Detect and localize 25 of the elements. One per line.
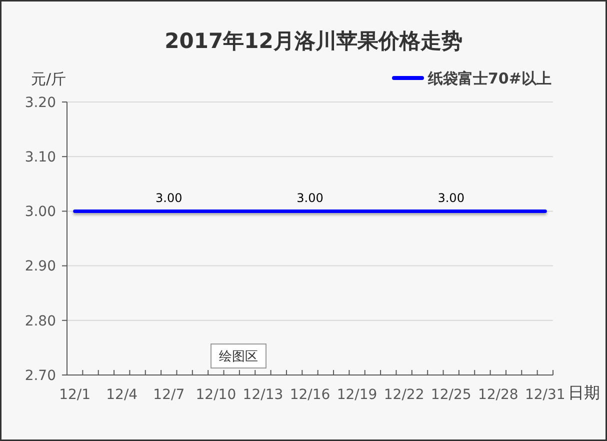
annotation: 绘图区 bbox=[219, 350, 258, 365]
x-tick-label: 12/4 bbox=[106, 387, 138, 403]
x-tick-label: 12/31 bbox=[524, 387, 566, 403]
y-tick-label: 2.90 bbox=[24, 258, 56, 275]
y-axis-title: 元/斤 bbox=[31, 70, 66, 88]
y-tick-label: 2.70 bbox=[24, 368, 56, 384]
y-tick-label: 3.00 bbox=[24, 204, 56, 220]
chart-title: 2017年12月洛川苹果价格走势 bbox=[164, 29, 462, 53]
x-tick-label: 12/1 bbox=[59, 387, 91, 403]
x-tick-label: 12/19 bbox=[336, 387, 378, 403]
data-label: 3.00 bbox=[296, 191, 324, 206]
y-tick-label: 3.20 bbox=[24, 94, 56, 111]
legend-label: 纸袋富士70#以上 bbox=[427, 69, 552, 88]
x-tick-label: 12/16 bbox=[290, 387, 330, 403]
data-label: 3.00 bbox=[156, 191, 182, 206]
x-tick-label: 12/13 bbox=[242, 387, 284, 403]
x-axis-title: 日期 bbox=[568, 383, 600, 402]
data-label: 3.00 bbox=[438, 191, 464, 206]
x-tick-label: 12/22 bbox=[384, 387, 424, 403]
y-tick-label: 2.80 bbox=[24, 313, 56, 330]
x-tick-label: 12/7 bbox=[153, 387, 185, 403]
y-tick-label: 3.10 bbox=[24, 150, 56, 166]
x-tick-label: 12/10 bbox=[196, 387, 236, 403]
x-tick-label: 12/25 bbox=[430, 387, 472, 403]
x-tick-label: 12/28 bbox=[478, 387, 518, 403]
